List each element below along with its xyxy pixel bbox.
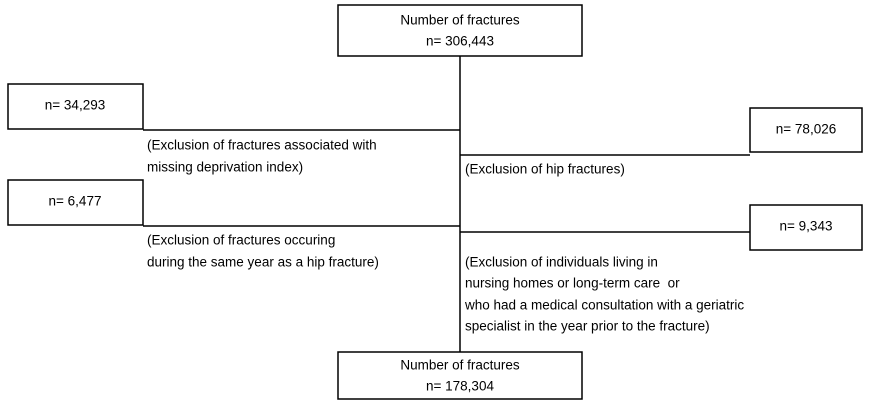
box-text: n= 6,477 [49,194,102,209]
box [7,83,144,130]
box-text: n= 9,343 [780,219,833,234]
box-text: Number of fractures [400,13,520,28]
exclusion-text: missing deprivation index) [147,160,303,175]
exclusion-text: during the same year as a hip fracture) [147,255,379,270]
box [337,351,583,400]
box-text: Number of fractures [400,358,520,373]
exclusion-text: (Exclusion of fractures occuring [147,233,335,248]
box-text: n= 78,026 [776,122,836,137]
exclusion-text: who had a medical consultation with a ge… [464,298,744,313]
box-text: n= 306,443 [426,34,494,49]
exclusion-text: (Exclusion of fractures associated with [147,138,377,153]
box-text: n= 178,304 [426,379,494,394]
exclusion-text: (Exclusion of individuals living in [465,255,658,270]
exclusion-text: nursing homes or long-term care or [465,276,680,291]
exclusion-text: specialist in the year prior to the frac… [465,319,710,334]
exclusion-text: (Exclusion of hip fractures) [465,162,625,177]
box [749,204,863,251]
box [749,107,863,153]
box [337,4,583,57]
box-text: n= 34,293 [45,98,105,113]
box [7,179,144,226]
